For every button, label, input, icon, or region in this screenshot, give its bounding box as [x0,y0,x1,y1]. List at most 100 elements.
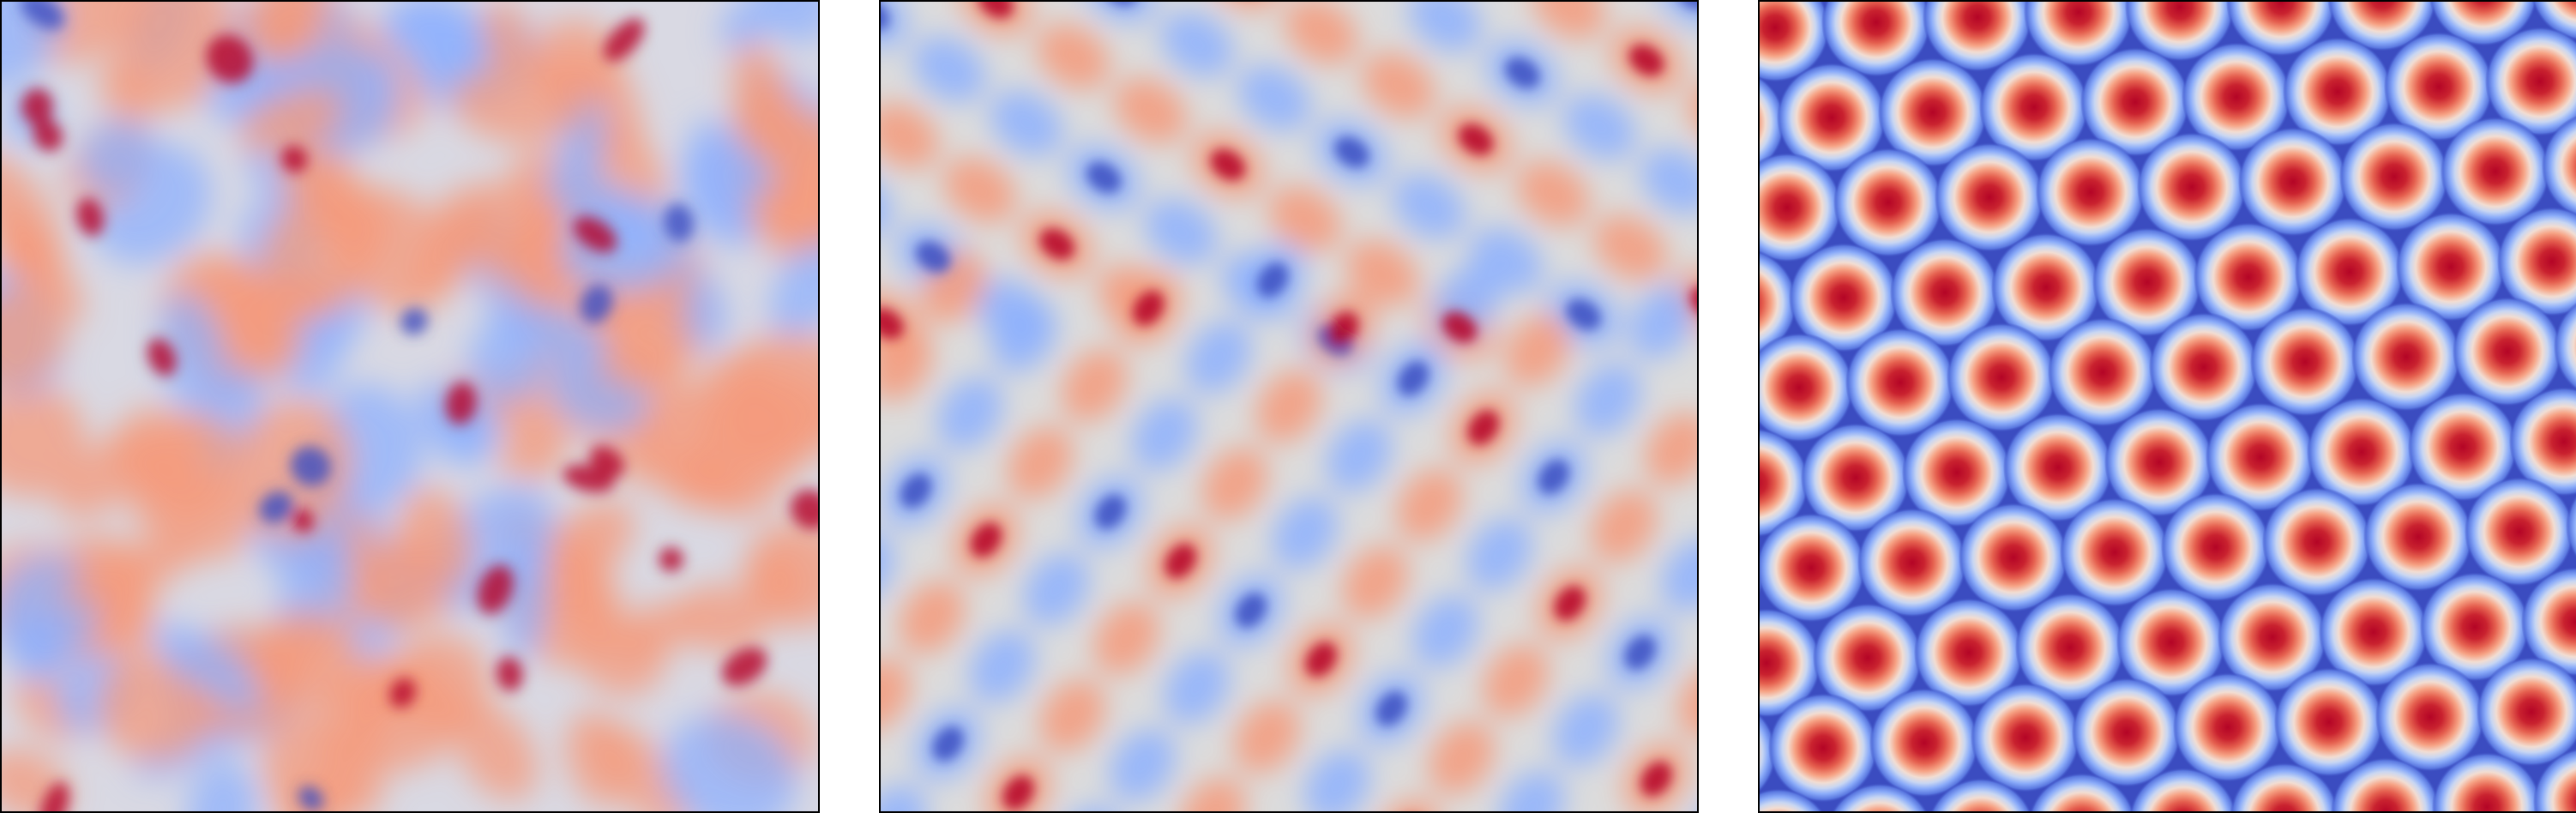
warm-blob [496,434,565,480]
hot-spot [2497,207,2576,316]
hot-spot [1845,328,1955,437]
warm-stripe-cell [1061,348,1128,422]
warm-stripe-cell [1532,2,1606,39]
hot-spot [2307,397,2417,507]
warm-blob [645,392,762,509]
hot-spot [2125,2,2235,62]
cold-core [400,307,428,335]
hot-spot [1821,2,1931,77]
hot-spot [2250,307,2360,417]
hot-spot [2024,2,2134,67]
cool-stripe-cell [1466,517,1533,591]
hot-spot [2283,37,2392,147]
cool-stripe-cell [1164,651,1230,725]
hot-core [1441,311,1478,343]
cool-stripe-cell [990,90,1063,157]
stripe-pattern-panel [879,0,1699,813]
hot-spot [2137,132,2247,242]
cool-stripe-cell [969,629,1036,703]
warm-stripe-cell [1007,426,1074,499]
warm-blob [577,617,665,696]
cool-blob [689,118,752,233]
warm-blob [243,2,327,65]
cold-core [1505,57,1540,89]
cool-stripe-cell [881,2,909,48]
warm-stripe-cell [1255,370,1322,443]
hot-core [1554,586,1586,621]
cool-stripe-cell [1144,198,1218,265]
hot-spot [2262,487,2372,597]
cool-stripe-cell [1110,728,1176,802]
hot-core [978,2,1014,19]
warm-stripe-cell [1093,601,1160,675]
hot-spot [2194,222,2303,332]
hot-spot [2218,582,2327,692]
hot-spot [2542,115,2576,218]
hot-spot [1935,142,2044,252]
warm-blob [731,80,803,156]
stripe-pattern-image [881,2,1697,811]
warm-blob [454,702,539,801]
hot-spot [2327,2,2437,51]
warm-stripe-cell [1645,412,1697,485]
cool-stripe-cell [1185,321,1252,394]
hot-spot [2149,312,2259,422]
hot-spot [1801,423,1911,533]
hexagonal-spot-image [1760,2,2576,811]
hot-spot [2509,387,2576,497]
hot-core [1327,311,1359,347]
hot-spot [2339,122,2449,232]
hot-core [1165,543,1196,579]
hot-core [881,308,904,340]
warm-stripe-cell [1285,2,1358,64]
hot-core [445,382,477,425]
warm-blob [395,634,491,734]
hot-spot [2015,593,2125,702]
cool-blob [503,539,550,661]
hot-spot [2485,27,2576,136]
hot-core [21,88,53,125]
cold-core [932,726,964,762]
hot-core [281,146,308,173]
cold-core [298,786,324,811]
hot-core [39,782,69,811]
hot-spot [2274,667,2384,777]
warm-blob [743,519,818,629]
hot-core [790,489,818,530]
cold-core [1566,298,1601,330]
cool-stripe-cell [936,376,1003,450]
warm-blob [238,88,342,155]
disordered-field-panel [0,0,820,813]
hot-spot [2319,577,2429,687]
hot-spot [2566,494,2576,559]
hot-spot [2531,2,2576,41]
disordered-field-image [2,2,818,811]
warm-blob [225,277,340,331]
hot-core [496,656,523,692]
hot-spot [2396,212,2506,322]
hot-spot [1833,148,1943,257]
cool-stripe-cell [1553,693,1619,767]
warm-stripe-cell [1516,160,1590,227]
hot-spot [1760,2,1830,82]
cool-stripe-cell [912,36,986,103]
hot-spot [1789,243,1899,352]
warm-stripe-cell [1201,447,1268,521]
cold-core [290,446,331,486]
warm-blob [116,2,236,111]
hot-spot [2116,587,2226,697]
hot-spot [2206,402,2315,512]
cool-blob [508,304,609,366]
hot-spot [1991,232,2101,342]
warm-stripe-cell [899,581,966,654]
hot-spot [1760,75,1785,170]
hot-spot [2408,392,2518,502]
hot-core [1305,641,1337,678]
warm-blob [99,59,152,130]
cool-blob [661,714,797,811]
hot-spot [2104,407,2214,517]
warm-stripe-cell [1593,214,1667,281]
cool-blob [78,119,157,194]
warm-blob [55,430,163,518]
cool-stripe-cell [1326,419,1393,492]
